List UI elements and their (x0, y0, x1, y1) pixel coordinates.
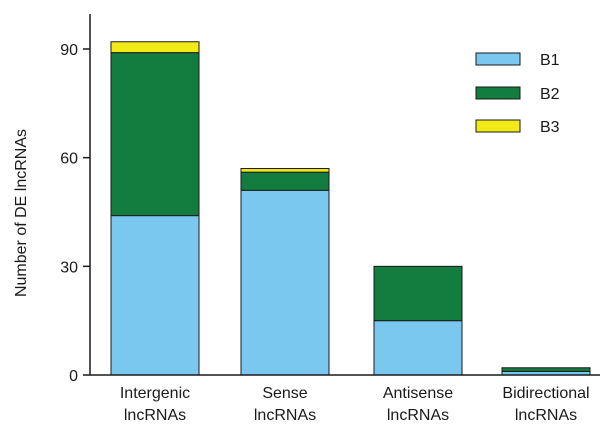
y-tick-label: 90 (60, 42, 78, 59)
bars-group (110, 41, 591, 376)
x-category-label-line: Bidirectional (502, 385, 589, 402)
x-category-label-line: Intergenic (120, 385, 190, 402)
legend-label-b2: B2 (540, 86, 560, 103)
bar-segment-b2 (373, 265, 463, 322)
legend-swatch-b3 (475, 119, 521, 133)
bar-segment-b2 (240, 171, 330, 191)
x-category-label-line: lncRNAs (387, 407, 449, 424)
y-axis-label: Number of DE lncRNAs (13, 129, 30, 297)
bar-segment-b3 (240, 168, 330, 173)
y-tick-label: 0 (69, 368, 78, 385)
x-category-label-line: lncRNAs (254, 407, 316, 424)
legend-label-b1: B1 (540, 52, 560, 69)
x-category-label-line: lncRNAs (515, 407, 577, 424)
x-category-label-line: lncRNAs (124, 407, 186, 424)
bar-segment-b1 (110, 215, 200, 376)
legend: B1 B2 B3 (475, 52, 560, 136)
bar-segment-b1 (373, 320, 463, 376)
y-tick-label: 60 (60, 151, 78, 168)
bar-segment-b2 (501, 367, 591, 372)
y-ticks: 0 30 60 90 (60, 42, 90, 385)
x-category-label-line: Sense (262, 385, 307, 402)
legend-swatch-b1 (475, 52, 521, 66)
x-category-label: Intergenic lncRNAs (120, 385, 190, 424)
x-category-label: Antisense lncRNAs (383, 385, 453, 424)
bar-segment-b2 (110, 52, 200, 217)
x-category-labels: Intergenic lncRNAs Sense lncRNAs Antisense ln… (120, 385, 590, 424)
legend-label-b3: B3 (540, 119, 560, 136)
bar-segment-b1 (240, 189, 330, 376)
x-category-label: Sense lncRNAs (254, 385, 316, 424)
legend-swatch-b2 (475, 86, 521, 100)
y-tick-label: 30 (60, 259, 78, 276)
x-category-label-line: Antisense (383, 385, 453, 402)
x-category-label: Bidirectional lncRNAs (502, 385, 589, 424)
bar-segment-b3 (110, 41, 200, 54)
